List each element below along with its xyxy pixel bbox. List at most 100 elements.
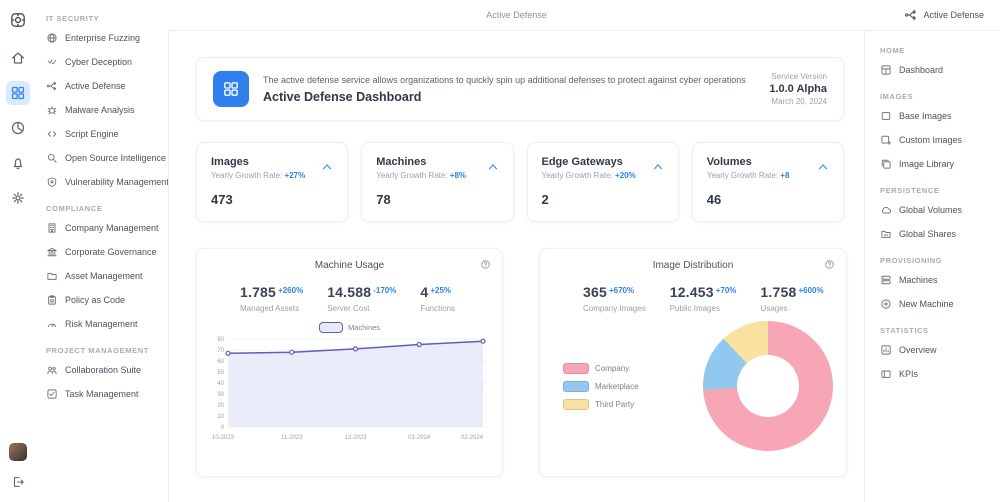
stat-card-title: Machines: [376, 156, 498, 168]
sidebar-item-label: Enterprise Fuzzing: [65, 33, 140, 43]
bell-icon[interactable]: [6, 151, 30, 175]
stat-card-subtitle: Yearly Growth Rate: +8%: [376, 171, 498, 180]
donut-legend: Company Marketplace Third Party: [553, 363, 681, 410]
topbar: Active Defense Active Defense: [168, 0, 1000, 31]
section-title: PERSISTENCE: [880, 186, 1000, 195]
sidebar-item-label: KPIs: [899, 369, 918, 379]
sidebar-item[interactable]: Active Defense: [36, 74, 168, 98]
chart-stat-label: Usages: [760, 304, 823, 313]
chart-stat-delta: -170%: [373, 286, 396, 295]
sidebar-item[interactable]: Machines: [878, 268, 1000, 292]
sidebar-item[interactable]: Collaboration Suite: [36, 358, 168, 382]
chart-stat-value: 4: [420, 284, 428, 300]
user-avatar[interactable]: [9, 443, 27, 461]
banner-title: Active Defense Dashboard: [263, 90, 769, 104]
chart-stat-value: 1.785: [240, 284, 276, 300]
home-icon[interactable]: [6, 46, 30, 70]
sidebar-item[interactable]: Script Engine: [36, 122, 168, 146]
bank-icon: [46, 246, 58, 258]
chart-stat: 4+25% Functions: [420, 284, 455, 313]
growth-rate: +27%: [285, 171, 306, 180]
section-persistence: Global Volumes Global Shares: [878, 198, 1000, 246]
square-icon: [880, 110, 892, 122]
help-icon[interactable]: [824, 259, 835, 270]
stat-card-value: 2: [542, 192, 664, 207]
sidebar-item-label: New Machine: [899, 299, 954, 309]
chart-stat: 12.453+70% Public Images: [670, 284, 737, 313]
sidebar-item[interactable]: Global Shares: [878, 222, 1000, 246]
logout-icon[interactable]: [6, 470, 30, 494]
app-logo-icon[interactable]: [6, 8, 30, 32]
section-project-management: Collaboration Suite Task Management: [36, 358, 168, 406]
sidebar-item-label: Vulnerability Management: [65, 177, 169, 187]
section-title: STATISTICS: [880, 326, 1000, 335]
sidebar-item[interactable]: Asset Management: [36, 264, 168, 288]
chart-stat: 14.588-170% Server Cost: [327, 284, 396, 313]
pie-icon[interactable]: [6, 116, 30, 140]
sidebar-item[interactable]: Cyber Deception: [36, 50, 168, 74]
sidebar-item[interactable]: Risk Management: [36, 312, 168, 336]
section-title: IMAGES: [880, 92, 1000, 101]
machine-usage-stats: 1.785+260% Managed Assets 14.588-170% Se…: [240, 284, 489, 313]
sidebar-item[interactable]: KPIs: [878, 362, 1000, 386]
grid-icon[interactable]: [6, 81, 30, 105]
section-title: PROJECT MANAGEMENT: [46, 346, 168, 355]
legend-item[interactable]: Company: [563, 363, 681, 374]
chevron-up-icon[interactable]: [651, 160, 665, 174]
chart-stat-delta: +260%: [278, 286, 303, 295]
active-defense-action-button[interactable]: Active Defense: [904, 0, 984, 30]
svg-text:10: 10: [217, 414, 224, 420]
stat-card-value: 473: [211, 192, 333, 207]
sidebar-item[interactable]: Open Source Intelligence: [36, 146, 168, 170]
stat-card-value: 78: [376, 192, 498, 207]
chart-stat-label: Managed Assets: [240, 304, 303, 313]
legend-label: Marketplace: [595, 382, 639, 391]
service-version-block: Service Version 1.0.0 Alpha March 20, 20…: [769, 72, 827, 106]
plus-circle-icon: [880, 298, 892, 310]
section-home: Dashboard: [878, 58, 1000, 82]
legend-item[interactable]: Marketplace: [563, 381, 681, 392]
stat-card-title: Images: [211, 156, 333, 168]
svg-text:02-2024: 02-2024: [461, 435, 484, 441]
task-icon: [46, 388, 58, 400]
chevron-up-icon[interactable]: [816, 160, 830, 174]
sidebar-item[interactable]: Malware Analysis: [36, 98, 168, 122]
svg-text:0: 0: [221, 425, 225, 431]
sidebar-item[interactable]: New Machine: [878, 292, 1000, 316]
sidebar-item[interactable]: Policy as Code: [36, 288, 168, 312]
sidebar-item[interactable]: Vulnerability Management: [36, 170, 168, 194]
line-chart-legend[interactable]: Machines: [210, 322, 489, 333]
sidebar-item[interactable]: Dashboard: [878, 58, 1000, 82]
legend-item[interactable]: Third Party: [563, 399, 681, 410]
legend-label: Third Party: [595, 400, 634, 409]
sidebar-item[interactable]: Task Management: [36, 382, 168, 406]
folder-share-icon: [880, 228, 892, 240]
main-content: The active defense service allows organi…: [168, 30, 865, 502]
sidebar-item-label: Collaboration Suite: [65, 365, 141, 375]
sidebar-item[interactable]: Custom Images: [878, 128, 1000, 152]
sidebar-item[interactable]: Company Management: [36, 216, 168, 240]
sidebar-item[interactable]: Base Images: [878, 104, 1000, 128]
icon-rail: [0, 0, 36, 502]
chart-stat-label: Functions: [420, 304, 455, 313]
sidebar-item[interactable]: Enterprise Fuzzing: [36, 26, 168, 50]
chart-stat-delta: +670%: [609, 286, 634, 295]
gear-icon[interactable]: [6, 186, 30, 210]
chevron-up-icon[interactable]: [486, 160, 500, 174]
building-icon: [46, 222, 58, 234]
sidebar-item[interactable]: Overview: [878, 338, 1000, 362]
sidebar-item-label: Corporate Governance: [65, 247, 157, 257]
help-icon[interactable]: [480, 259, 491, 270]
sidebar-item-label: Global Shares: [899, 229, 956, 239]
sidebar-item[interactable]: Corporate Governance: [36, 240, 168, 264]
section-title: COMPLIANCE: [46, 204, 168, 213]
sidebar-item[interactable]: Global Volumes: [878, 198, 1000, 222]
growth-rate: +8%: [450, 171, 466, 180]
chart-icon: [880, 344, 892, 356]
chevron-up-icon[interactable]: [320, 160, 334, 174]
svg-text:60: 60: [217, 359, 224, 365]
sidebar-item-label: Script Engine: [65, 129, 119, 139]
svg-text:11-2023: 11-2023: [281, 435, 303, 441]
chart-stat-label: Company Images: [583, 304, 646, 313]
sidebar-item[interactable]: Image Library: [878, 152, 1000, 176]
